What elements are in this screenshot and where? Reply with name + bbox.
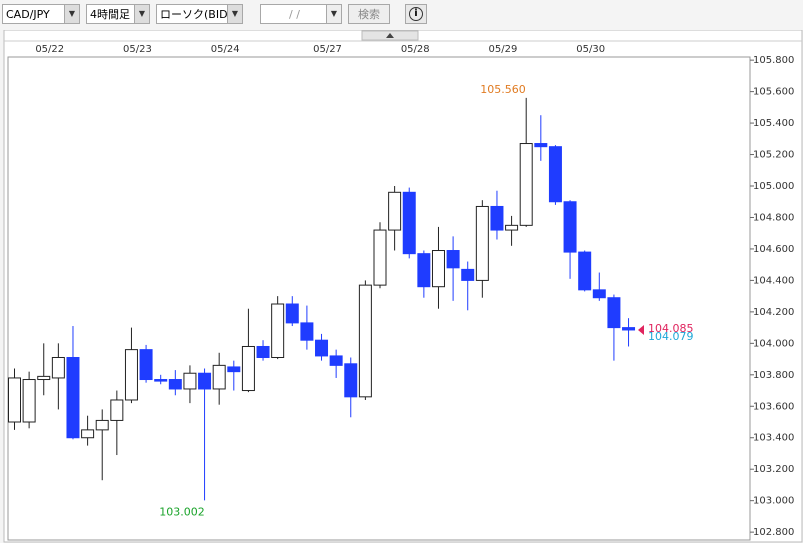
candle-body [592, 289, 606, 299]
candle-body [329, 355, 343, 366]
candle-body [417, 253, 431, 288]
price-label: 104.085 [648, 322, 694, 335]
interval-select[interactable]: 4時間足 ▼ [86, 4, 150, 24]
price-label: 104.079 [648, 330, 694, 343]
dropdown-arrow: ▼ [134, 5, 149, 23]
y-tick-label: 105.400 [753, 118, 794, 129]
search-text: 検索 [358, 8, 380, 21]
candle-body [315, 339, 329, 357]
candle-body [461, 268, 475, 281]
candle-body [622, 327, 636, 331]
y-tick-label: 104.200 [753, 307, 794, 318]
candle-body [183, 372, 197, 390]
y-tick-label: 103.600 [753, 401, 794, 412]
y-tick-label: 104.800 [753, 212, 794, 223]
x-tick-label: 05/28 [401, 44, 430, 55]
candle-body [607, 297, 621, 329]
candle-body [578, 251, 592, 291]
candle-body [534, 143, 548, 148]
plot-area [7, 56, 751, 541]
candle-body [431, 250, 445, 288]
y-tick-label: 104.000 [753, 338, 794, 349]
y-tick-label: 105.200 [753, 150, 794, 161]
candle-body [256, 345, 270, 358]
info-button[interactable]: i [405, 4, 427, 24]
candle-body [344, 363, 358, 398]
chart: 105.800 105.600 105.400 105.200 105.000 104.8… [3, 30, 803, 543]
x-tick-label: 05/23 [123, 44, 152, 55]
candle-body [227, 366, 241, 373]
x-tick-label: 05/29 [489, 44, 518, 55]
collapse-arrow [386, 33, 394, 38]
candle-body [139, 349, 153, 381]
candle-body [124, 349, 138, 401]
interval-text: 4時間足 [90, 8, 130, 21]
candle-body [51, 356, 65, 379]
y-tick-label: 102.800 [753, 527, 794, 538]
candle-body [8, 377, 21, 423]
candle-body [37, 375, 51, 381]
x-tick-label: 05/24 [211, 44, 240, 55]
candle-body [388, 191, 402, 231]
candle-body [110, 399, 124, 421]
candle-body [271, 303, 285, 358]
candle-body [446, 250, 460, 269]
y-tick-label: 103.400 [753, 433, 794, 444]
y-tick-label: 103.000 [753, 496, 794, 507]
info-icon: i [409, 7, 423, 21]
pair-select[interactable]: CAD/JPY ▼ [2, 4, 80, 24]
candle-body [563, 201, 577, 253]
y-tick-label: 105.600 [753, 87, 794, 98]
candle-body [300, 322, 314, 341]
price-marker [638, 324, 644, 335]
dropdown-arrow: ▼ [326, 5, 341, 23]
candle-body [285, 303, 299, 324]
price-label: 105.560 [480, 83, 526, 96]
pair-text: CAD/JPY [6, 8, 50, 21]
dropdown-arrow: ▼ [64, 5, 79, 23]
y-tick-label: 104.400 [753, 275, 794, 286]
candle-body [95, 419, 109, 431]
candle-body [66, 356, 80, 439]
dropdown-arrow: ▼ [227, 5, 242, 23]
y-tick-label: 105.800 [753, 55, 794, 66]
x-tick-label: 05/30 [576, 44, 605, 55]
y-tick-label: 105.000 [753, 181, 794, 192]
y-tick-label: 104.600 [753, 244, 794, 255]
date-text: / / [289, 8, 300, 21]
toolbar: CAD/JPY ▼ 4時間足 ▼ ローソク(BID) ▼ / / ▼ 検索 i [0, 0, 803, 30]
candle-body [168, 379, 182, 390]
candle-body [490, 205, 504, 231]
price-label: 103.002 [159, 505, 205, 518]
candle-body [475, 205, 489, 281]
candle-body [22, 379, 36, 423]
candle-body [402, 191, 416, 255]
x-tick-label: 05/22 [35, 44, 64, 55]
x-tick-label: 05/27 [313, 44, 342, 55]
kind-select[interactable]: ローソク(BID) ▼ [156, 4, 243, 24]
candle-body [548, 146, 562, 203]
candle-body [373, 229, 387, 286]
candle-body [505, 224, 519, 231]
candle-body [212, 364, 226, 390]
search-button[interactable]: 検索 [348, 4, 390, 24]
candle-body [358, 284, 372, 398]
y-tick-label: 103.800 [753, 370, 794, 381]
y-tick-label: 103.200 [753, 464, 794, 475]
candle-body [81, 429, 95, 439]
kind-text: ローソク(BID) [160, 8, 232, 21]
candle-body [241, 345, 255, 392]
candle-body [198, 372, 212, 390]
date-input[interactable]: / / ▼ [260, 4, 342, 24]
candle-body [519, 143, 533, 226]
candle-body [154, 379, 168, 382]
